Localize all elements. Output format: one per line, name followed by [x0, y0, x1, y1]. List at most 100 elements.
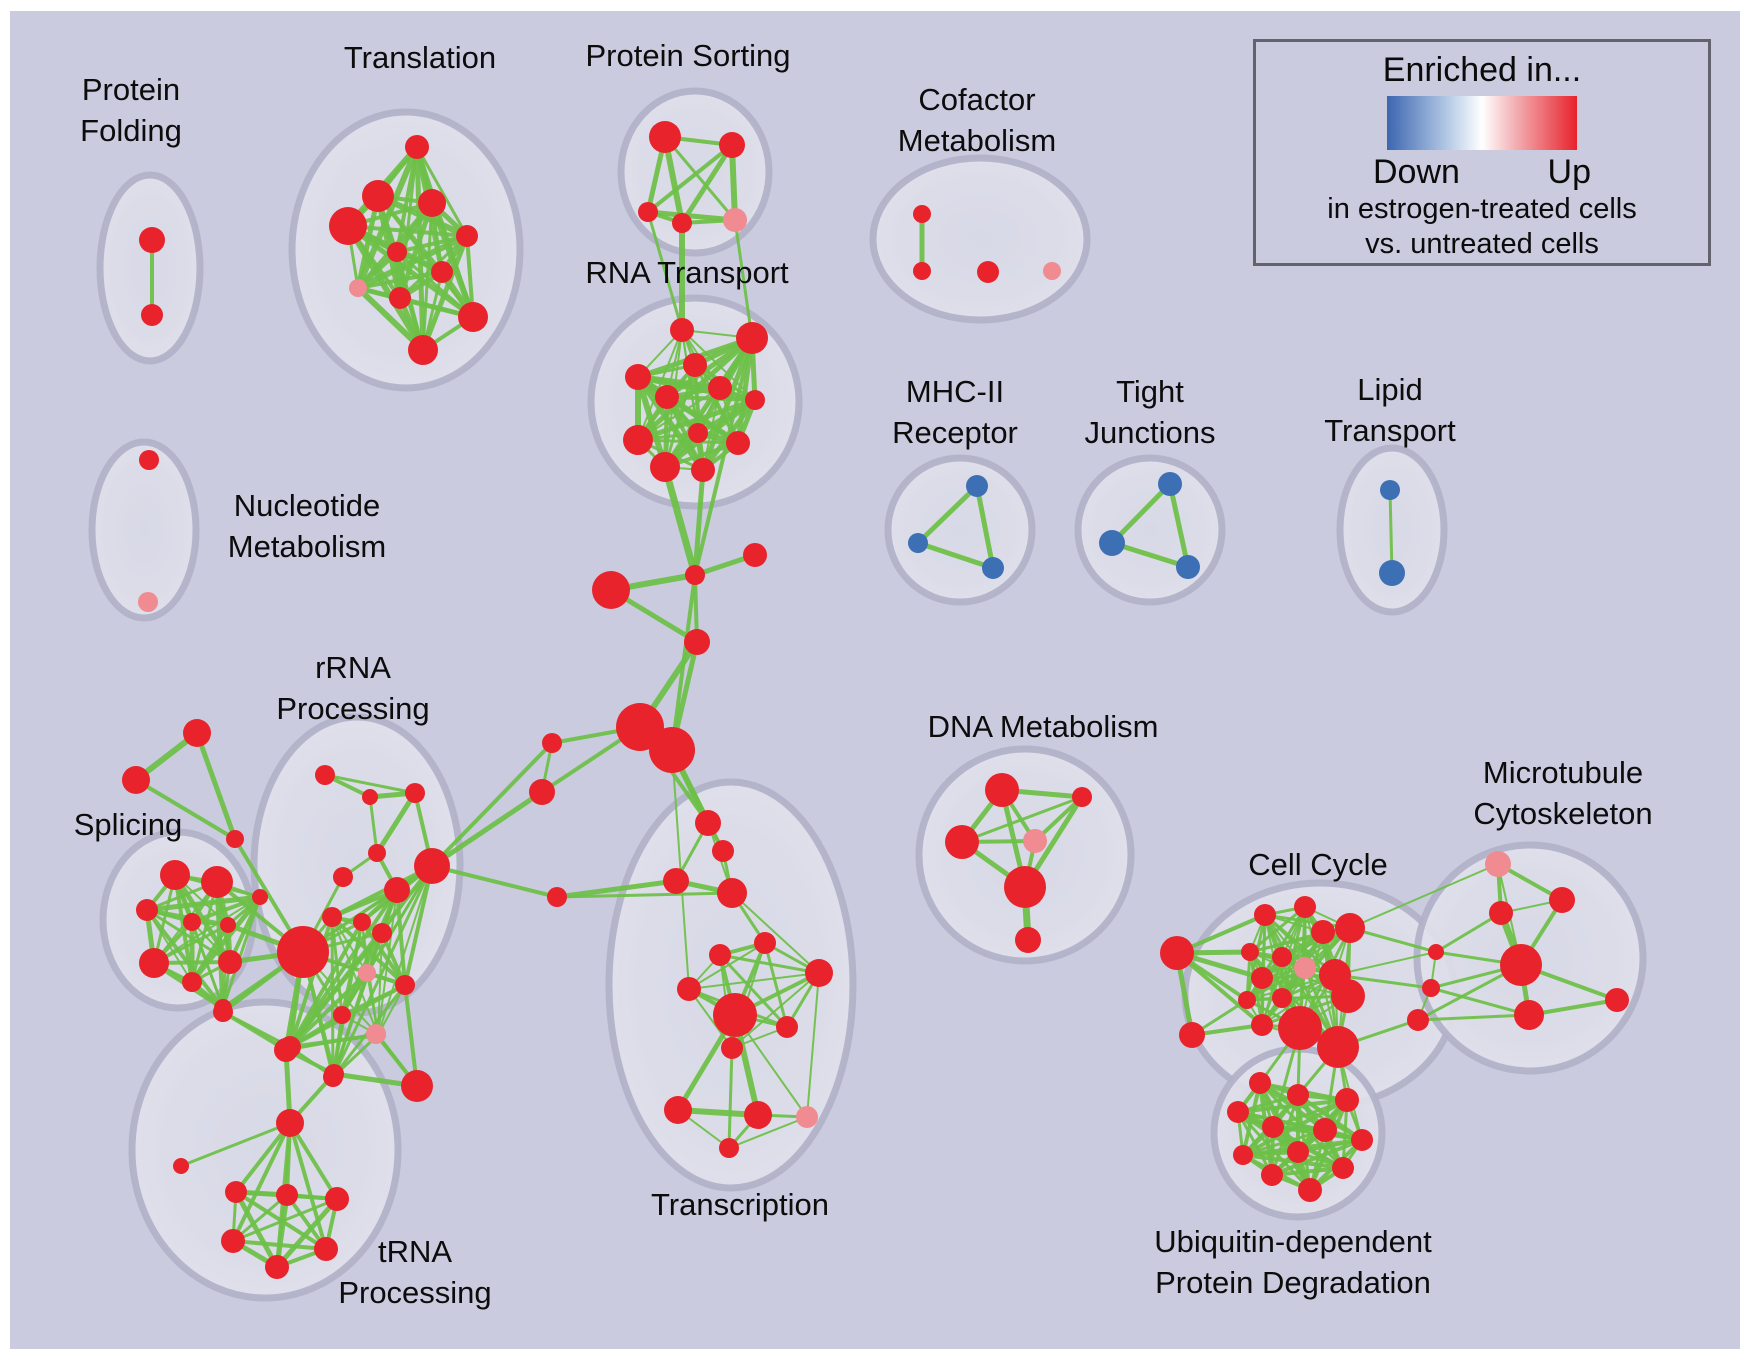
node-cc11 [1251, 967, 1273, 989]
node-ub1 [1249, 1072, 1271, 1094]
edge-cc6-cc11 [1261, 926, 1351, 980]
node-mc6 [1422, 979, 1440, 997]
node-ps4 [672, 213, 692, 233]
legend-down-label: Down [1373, 152, 1460, 191]
edge-tn5-tn7 [275, 1197, 339, 1269]
edge-tn12-rr13 [403, 984, 419, 1087]
cluster-label-translation-line1: Translation [344, 40, 496, 75]
cluster-label-cellcycle-line1: Cell Cycle [1248, 847, 1388, 882]
node-ub12 [1298, 1178, 1322, 1202]
node-dm4 [1023, 829, 1047, 853]
edge-tx8-tx15 [806, 972, 820, 1118]
cluster-ellipse-nucleotide [88, 438, 200, 622]
node-tj1 [1158, 472, 1182, 496]
cluster-label-microtubule-line1: Microtubule [1483, 755, 1643, 790]
node-dm6 [1015, 927, 1041, 953]
cluster-label-protein_folding-line2: Folding [80, 113, 182, 148]
edge-rr10-rr16 [288, 888, 399, 1049]
edge-ps3-ps5 [647, 209, 736, 223]
node-sp2 [201, 866, 233, 898]
node-rr8 [353, 913, 371, 931]
node-pf1 [139, 227, 165, 253]
edge-tx5-tx4 [556, 891, 733, 899]
node-ub6 [1313, 1118, 1337, 1142]
cluster-label-rrna-line2: Processing [276, 691, 429, 726]
node-tj2 [1099, 530, 1125, 556]
node-sp7 [182, 972, 202, 992]
node-cc9 [1294, 957, 1316, 979]
legend-up-label: Up [1547, 152, 1591, 191]
edge-sx1-sx6 [670, 574, 697, 751]
edge-sp3-sp9 [145, 908, 225, 1010]
node-sp1 [160, 860, 190, 890]
node-tr7 [431, 261, 453, 283]
edge-ub10-ub11 [1271, 1166, 1344, 1177]
edge-tn1-tn6 [231, 1122, 292, 1242]
node-tr1 [405, 135, 429, 159]
edge-tx7-tx11 [763, 942, 789, 1028]
edge-rt1-rt8 [637, 329, 683, 441]
node-ub3 [1335, 1088, 1359, 1112]
node-rr12 [358, 964, 376, 982]
node-tn7 [265, 1255, 289, 1279]
node-rr14 [333, 1006, 351, 1024]
edge-ps2-ps3 [646, 143, 734, 214]
node-ub4 [1227, 1101, 1249, 1123]
edge-tj1-tj2 [1110, 482, 1172, 545]
edge-mh1-mh3 [974, 485, 996, 569]
node-tj3 [1176, 555, 1200, 579]
edge-tr6-tr10 [396, 250, 474, 319]
node-rt3 [683, 353, 707, 377]
node-pf2 [141, 304, 163, 326]
legend-subtitle-line2: vs. untreated cells [1365, 228, 1599, 261]
edge-tx8-tx9 [688, 972, 820, 990]
node-tx10 [713, 993, 757, 1037]
figure-background: Protein Folding Translation Protein Sorting… [10, 11, 1740, 1349]
edge-rt2-rt12 [700, 337, 755, 471]
edge-rt6-rt12 [702, 387, 721, 471]
node-sx3 [592, 571, 630, 609]
node-rt10 [726, 431, 750, 455]
node-tx11 [776, 1016, 798, 1038]
edge-rr2-rr4 [368, 796, 379, 854]
legend-gradient-bar [1387, 96, 1577, 150]
edge-tn3-tn7 [233, 1190, 280, 1269]
edge-sx8-rr6 [430, 789, 544, 869]
node-tr6 [387, 242, 407, 262]
edge-tx16-tx15 [728, 1116, 808, 1149]
node-rr7 [322, 907, 342, 927]
node-rt8 [623, 425, 653, 455]
node-mh3 [982, 557, 1004, 579]
node-tn9 [213, 1002, 233, 1022]
node-cf2 [913, 262, 931, 280]
legend-box: Enriched in... Down Up in estrogen-treat… [1253, 39, 1711, 266]
node-cc8 [1272, 947, 1292, 967]
edge-mc4-mc3 [1435, 911, 1502, 954]
edge-cc4-cc7 [1249, 905, 1306, 954]
edge-tr5-tr8 [356, 233, 469, 291]
node-sp10 [252, 889, 268, 905]
node-tg2 [122, 766, 150, 794]
edge-tr4-tr11 [345, 224, 426, 352]
node-cf4 [1043, 262, 1061, 280]
edge-dm2-dm3 [961, 795, 1083, 844]
cluster-label-cofactor-line2: Metabolism [898, 123, 1057, 158]
cluster-label-tight-line2: Junctions [1085, 415, 1216, 450]
edge-tx12-tx16 [727, 1047, 734, 1149]
node-rr5 [333, 867, 353, 887]
edge-tn1-tn5 [288, 1121, 339, 1201]
node-sp8 [218, 950, 242, 974]
node-tr8 [349, 279, 367, 297]
node-cc1 [1160, 936, 1194, 970]
edge-tn13-tn10 [285, 1032, 377, 1052]
edge-ps5-rt2 [733, 219, 754, 339]
edge-tx4-tx8 [731, 892, 820, 974]
node-cf1 [913, 205, 931, 223]
node-ps3 [638, 202, 658, 222]
node-ps1 [649, 121, 681, 153]
network-nodes [122, 121, 1629, 1279]
edge-rr10-rr15 [377, 889, 398, 1036]
node-cc6 [1335, 913, 1365, 943]
node-rr4 [368, 844, 386, 862]
node-tn10 [274, 1038, 298, 1062]
